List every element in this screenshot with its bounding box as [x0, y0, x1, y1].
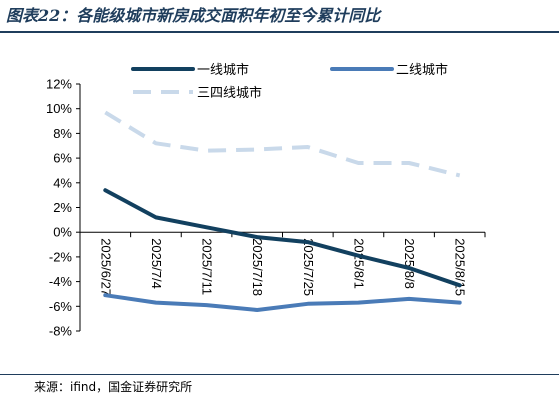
footer-divider [0, 374, 559, 375]
x-tick-label: 2025/8/1 [351, 238, 366, 289]
y-tick-label: -4% [49, 274, 73, 289]
title-divider [0, 31, 559, 33]
y-axis: 12% 10% 8% 6% 4% 2% 0% -2% -4% -6% -8% [46, 77, 81, 339]
x-tick-label: 2025/7/11 [200, 238, 215, 295]
series-line-2 [103, 293, 462, 312]
y-tick-label: 6% [53, 151, 72, 166]
x-tick-label: 2025/6/27 [98, 238, 113, 296]
y-tick-label: -6% [49, 299, 73, 314]
chart-title: 图表22：各能级城市新房成交面积年初至今累计同比 [6, 6, 381, 25]
x-tick-label: 2025/7/25 [301, 238, 316, 296]
x-tick-label: 2025/8/15 [453, 238, 468, 296]
y-tick-label: 0% [53, 225, 72, 240]
x-tick-label: 2025/7/4 [149, 238, 164, 289]
y-tick-label: 12% [46, 77, 72, 92]
x-tick-label: 2025/8/8 [402, 238, 417, 289]
series-line-3 [104, 110, 461, 178]
legend-label: 二线城市 [396, 62, 448, 78]
source-note: 来源：ifind，国金证券研究所 [34, 380, 193, 394]
series-group [103, 110, 462, 312]
y-tick-label: -8% [49, 324, 73, 339]
y-tick-label: -2% [49, 249, 73, 264]
x-axis: 2025/6/27 2025/7/4 2025/7/11 2025/7/18 2025/… [79, 231, 486, 296]
x-tick-label: 2025/7/18 [250, 238, 265, 296]
y-tick-label: 4% [53, 175, 72, 190]
y-tick-label: 10% [46, 101, 72, 116]
legend-label: 一线城市 [197, 62, 249, 78]
series-line-1 [103, 188, 462, 288]
y-tick-label: 8% [53, 126, 72, 141]
legend-label: 三四线城市 [197, 85, 262, 101]
y-tick-label: 2% [53, 200, 72, 215]
